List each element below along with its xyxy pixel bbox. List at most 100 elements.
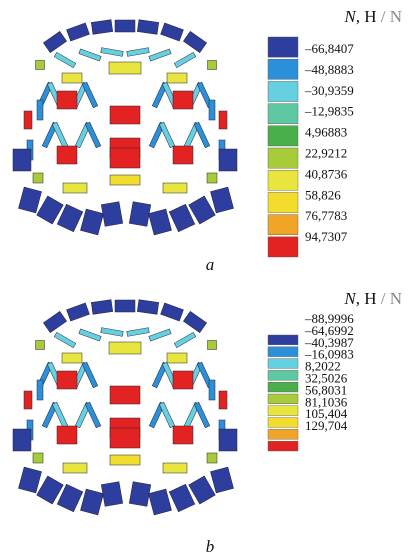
legend-unit: , H [356,289,377,308]
legend-swatch [268,192,298,212]
member [161,23,184,41]
legend-label: 22,9212 [305,145,347,160]
member [57,146,77,164]
legend-swatch [268,429,298,439]
legend-unit-alt: / N [377,7,403,26]
member [37,380,43,400]
member [67,303,90,321]
member [57,91,77,109]
member [219,111,227,129]
member [137,300,158,315]
member [148,489,171,515]
member [91,300,112,315]
member [219,429,237,451]
member [57,371,77,389]
member [183,31,206,52]
member [52,122,68,148]
member [208,61,217,70]
member [82,362,98,388]
legend-swatch [268,441,298,451]
legend-swatch [268,81,298,101]
member [207,173,217,183]
member [174,52,196,67]
figure: N, H / N–66,8407–48,8883–30,9359–12,9835… [0,0,417,556]
legend-swatch [268,394,298,404]
legend-swatch [268,335,298,345]
member [194,402,210,428]
member [13,429,31,451]
member [57,426,77,444]
member [80,489,103,515]
legend-label: 58,826 [305,187,341,202]
member [62,73,82,83]
member [149,49,171,61]
member [24,111,32,129]
legend-label: –66,8407 [304,41,354,56]
member [80,209,103,235]
member [174,332,196,347]
member [219,149,237,171]
member [207,453,217,463]
legend-swatch [268,59,298,79]
member [101,48,124,57]
panel-caption: b [206,537,215,556]
member [79,329,101,341]
member [67,23,90,41]
member [173,371,193,389]
legend-label: –48,8883 [304,62,354,77]
member [148,209,171,235]
member [208,341,217,350]
member [110,455,140,465]
legend-swatch [268,347,298,357]
legend-swatch [268,37,298,57]
member [52,402,68,428]
structure-view [13,20,237,235]
structure-view [13,300,237,515]
member [149,329,171,341]
member [137,20,158,35]
legend-swatch [268,370,298,380]
member [36,341,45,350]
legend-swatch [268,237,298,257]
member [127,48,150,57]
member [173,146,193,164]
member [109,62,141,74]
member [18,187,41,213]
member [110,175,140,185]
panel-caption: a [206,255,215,274]
member [101,482,123,507]
legend-title: N, H / N [343,7,402,26]
legend-unit: , H [356,7,377,26]
member [63,183,87,193]
legend-label: 129,704 [305,418,348,433]
member [194,122,210,148]
member [163,183,187,193]
member [37,100,43,120]
member [18,467,41,493]
legend-swatch [268,418,298,428]
legend-swatch [268,215,298,235]
legend-swatch [268,382,298,392]
member [219,391,227,409]
legend-title: N, H / N [343,289,402,308]
member [110,386,140,404]
member [79,49,101,61]
member [63,463,87,473]
member [167,353,187,363]
member [115,300,135,312]
legend-swatch [268,406,298,416]
member [91,20,112,35]
member [209,380,215,400]
member [13,149,31,171]
member [82,82,98,108]
member [210,187,233,213]
member [33,173,43,183]
member [109,342,141,354]
legend-swatch [268,126,298,146]
member [209,100,215,120]
member [159,402,175,428]
member [129,202,151,227]
member [115,20,135,32]
legend-label: 40,8736 [305,166,348,181]
legend-swatch [268,148,298,168]
